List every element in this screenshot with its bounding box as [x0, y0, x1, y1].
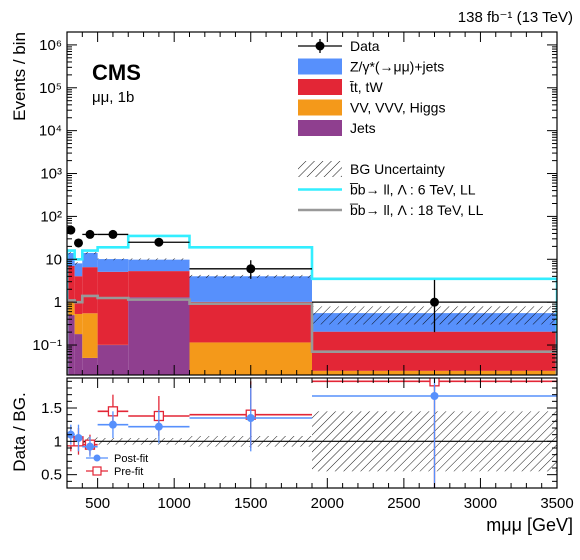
legend-signal-label-1: b̅b→ ll, Λ : 18 TeV, LL: [349, 202, 484, 218]
top-plot: 10⁻¹ 1 10 10² 10³ 10⁴ 10⁵ 10⁶: [32, 31, 558, 376]
legend-label-1: t̄t, tW: [350, 79, 384, 95]
data-point-2: [85, 229, 95, 239]
y-axis-title-bottom: Data / BG.: [10, 392, 29, 471]
legend-label-2: VV, VVV, Higgs: [350, 100, 445, 116]
data-point-1: [73, 238, 83, 248]
postfit-point-6: [430, 392, 439, 400]
stack-bar-t-t-tw-4: [128, 271, 190, 298]
legend-data-label: Data: [350, 38, 380, 54]
postfit-point-1: [74, 434, 83, 442]
y-axis-title-top: Events / bin: [10, 32, 29, 121]
legend-label-0: Z/γ*(→μμ)+jets: [350, 59, 444, 75]
lumi-label: 138 fb⁻¹ (13 TeV): [458, 9, 573, 26]
x-tick-label: 1500: [234, 495, 267, 512]
stack-bar-z-jets-5: [189, 276, 312, 302]
ratio-legend-prefit-marker: [92, 466, 102, 476]
x-tick-label: 2500: [387, 495, 420, 512]
legend-swatch-0: [298, 58, 342, 75]
y-tick-label-top: 10³: [40, 166, 62, 183]
ratio-legend-postfit-label: Post-fit: [114, 453, 148, 465]
legend-uncertainty-swatch: [298, 161, 342, 177]
stack-bar-t-t-tw-5: [189, 301, 312, 343]
y-tick-label-top: 10⁴: [39, 123, 62, 140]
x-axis-title: mμμ [GeV]: [486, 515, 573, 535]
bg-uncertainty-band-3: [97, 258, 129, 261]
legend-uncertainty-label: BG Uncertainty: [350, 161, 445, 177]
channel-label: μμ, 1b: [92, 89, 134, 106]
ratio-legend-postfit-marker: [93, 454, 101, 462]
data-point-0: [67, 225, 76, 235]
data-point-3: [108, 229, 118, 239]
stack-bar-vv-vvv-higgs-1: [74, 313, 83, 335]
y-tick-label-top: 1: [54, 294, 62, 311]
y-tick-label-top: 10⁵: [39, 80, 62, 97]
postfit-point-3: [108, 420, 117, 429]
bg-uncertainty-band-1: [74, 262, 83, 265]
data-point-5: [246, 264, 256, 274]
data-point-4: [154, 237, 164, 247]
stack-bar-jets-2: [82, 357, 98, 375]
y-tick-label-top: 10²: [40, 208, 62, 225]
stack-bar-jets-4: [128, 297, 190, 375]
ratio-frame: [66, 377, 558, 489]
postfit-point-4: [154, 422, 163, 431]
stack-bar-t-t-tw-1: [74, 276, 83, 314]
top-plot-area: [67, 225, 557, 375]
data-point-6: [430, 297, 439, 307]
y-tick-label-top: 10⁻¹: [32, 337, 62, 354]
stack-bar-z-jets-3: [97, 259, 129, 272]
stack-bar-z-jets-4: [128, 259, 190, 272]
stack-bar-t-t-tw-3: [97, 271, 129, 345]
y-tick-label-top: 10: [45, 251, 62, 268]
y-tick-label-bottom: 1.5: [41, 400, 62, 417]
experiment-label: CMS: [92, 60, 141, 85]
signal-line-1: [67, 294, 557, 375]
x-tick-label: 1000: [158, 495, 191, 512]
bg-uncertainty-band-4: [128, 258, 190, 261]
ratio-legend-prefit-label: Pre-fit: [114, 466, 143, 478]
y-tick-label-bottom: 0.5: [41, 467, 62, 484]
legend-swatch-3: [298, 120, 342, 136]
x-tick-label: 500: [85, 495, 110, 512]
legend-label-3: Jets: [350, 120, 376, 136]
stack-bar-z-jets-1: [74, 263, 83, 277]
legend: Data Z/γ*(→μμ)+jets t̄t, tW VV, VVV, Higgs J…: [298, 38, 484, 218]
ratio-plot: 500 1000 1500 2000 2500 3000 3500 0.5 1 1.5: [41, 377, 574, 512]
legend-swatch-1: [298, 79, 342, 95]
ratio-plot-area: [67, 378, 557, 488]
x-tick-label: 2000: [311, 495, 344, 512]
bg-uncertainty-band-2: [82, 251, 98, 255]
legend-data-marker: [315, 41, 325, 51]
legend-swatch-2: [298, 99, 342, 116]
stack-bar-jets-1: [74, 334, 83, 375]
postfit-point-5: [246, 414, 255, 422]
stack-bar-z-jets-2: [82, 252, 98, 268]
y-tick-label-top: 10⁶: [39, 37, 62, 54]
legend-signal-label-0: b̅b→ ll, Λ : 6 TeV, LL: [349, 182, 476, 198]
x-tick-label: 3500: [540, 495, 573, 512]
y-tick-label-bottom: 1: [54, 433, 62, 450]
stack-bar-t-t-tw-0: [67, 265, 75, 303]
stack-bar-t-t-tw-2: [82, 267, 98, 314]
x-tick-label: 3000: [464, 495, 497, 512]
signal-line-0: [67, 234, 557, 375]
bg-uncertainty-band-0: [67, 251, 75, 255]
postfit-point-2: [85, 442, 94, 451]
stack-bar-vv-vvv-higgs-2: [82, 313, 98, 358]
